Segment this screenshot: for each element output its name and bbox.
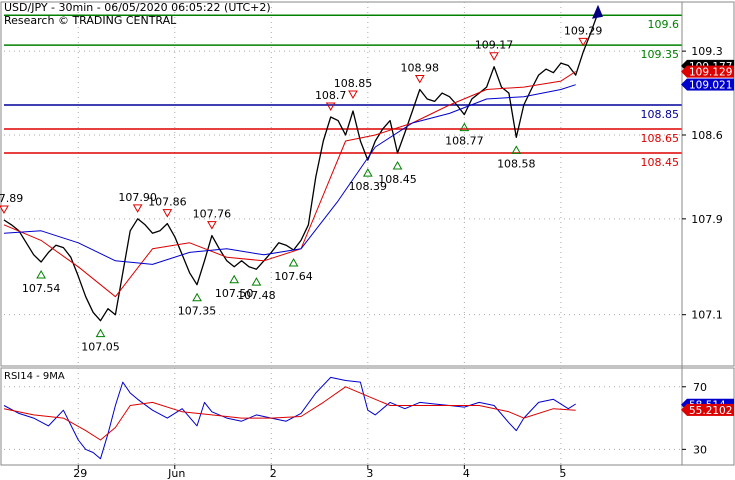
swing-high-label: 108.7 xyxy=(315,89,347,102)
swing-low-label: 108.39 xyxy=(349,180,388,193)
swing-high-marker xyxy=(207,221,217,230)
price-axis: 109.3108.6107.9107.1109.177109.129109.02… xyxy=(681,2,734,465)
rsi-badge-pointer xyxy=(681,403,687,416)
swing-high-marker xyxy=(325,102,336,112)
level-label: 108.45 xyxy=(641,156,680,169)
time-tick-label: Jun xyxy=(167,467,185,480)
time-tick-label: 5 xyxy=(559,467,566,480)
series-rsi_ma xyxy=(3,386,576,441)
rsi-series-group xyxy=(3,376,576,460)
swing-low-label: 107.54 xyxy=(22,282,61,295)
swing-low-label: 107.50 xyxy=(215,287,254,300)
swing-high-label: 107.86 xyxy=(148,196,187,209)
rsi-tick-label: 30 xyxy=(693,443,707,456)
series-ma_fast xyxy=(3,71,576,298)
swing-low-label: 108.58 xyxy=(497,157,536,170)
swing-high-label: 107.90 xyxy=(118,191,157,204)
rsi-badge-label: 55.2102 xyxy=(689,405,732,417)
price-badge-pointer xyxy=(681,78,687,91)
swing-low-marker xyxy=(95,328,106,338)
chart-title: USD/JPY - 30min - 06/05/2020 06:05:22 (U… xyxy=(4,1,271,14)
rsi-tick-label: 70 xyxy=(693,381,707,394)
series-price xyxy=(3,12,599,322)
time-tick-label: 2 xyxy=(270,467,277,480)
swing-high-label: 109.17 xyxy=(475,39,514,52)
time-tick-label: 4 xyxy=(463,467,470,480)
level-label: 109.35 xyxy=(641,48,680,61)
swing-low-marker xyxy=(392,160,403,170)
swing-low-marker xyxy=(362,168,373,177)
swing-high-label: 107.89 xyxy=(0,192,23,205)
level-label: 108.85 xyxy=(641,108,680,121)
swing-high-marker xyxy=(162,209,173,218)
price-badge-label: 109.021 xyxy=(689,80,732,92)
swing-low-marker xyxy=(229,274,240,284)
swing-high-marker xyxy=(578,37,589,47)
swing-high-marker xyxy=(348,90,358,100)
chart-subtitle: Research © TRADING CENTRAL xyxy=(4,14,177,27)
swing-low-label: 108.77 xyxy=(445,135,484,148)
swing-low-label: 107.48 xyxy=(237,289,276,302)
swing-high-label: 108.98 xyxy=(401,61,440,74)
swing-high-label: 109.29 xyxy=(564,24,603,37)
level-label: 109.6 xyxy=(648,18,680,31)
swing-low-label: 107.64 xyxy=(274,270,313,283)
rsi-title: RSI14 - 9MA xyxy=(4,371,65,382)
swing-low-marker xyxy=(288,257,299,267)
price-series-group xyxy=(3,4,603,322)
main-grid xyxy=(0,1,735,367)
forecast-arrow-head xyxy=(592,4,603,19)
swing-low-marker xyxy=(192,292,202,302)
level-label: 108.65 xyxy=(641,132,680,145)
swing-low-label: 107.05 xyxy=(81,341,120,354)
level-lines: 109.6 109.35 108.85 108.65 108.45 xyxy=(4,14,682,169)
swing-low-marker xyxy=(459,122,470,132)
price-badge xyxy=(687,65,734,78)
swing-high-marker xyxy=(0,205,9,215)
time-axis: 29 Jun 2 3 4 5 xyxy=(73,465,566,480)
swing-high-label: 107.76 xyxy=(193,208,232,221)
price-tick-label: 108.6 xyxy=(691,129,723,142)
swing-low-marker xyxy=(36,269,46,279)
price-tick-label: 107.9 xyxy=(691,213,723,226)
swing-high-marker xyxy=(489,52,499,61)
series-ma_slow xyxy=(3,84,576,265)
rsi-axis: 703058.51455.2102 xyxy=(681,381,734,456)
swing-high-label: 108.85 xyxy=(334,77,373,90)
price-tick-label: 109.3 xyxy=(691,45,723,58)
price-tick-label: 107.1 xyxy=(691,309,723,322)
rsi-badge xyxy=(687,403,734,416)
time-tick-label: 3 xyxy=(366,467,373,480)
swing-low-label: 108.45 xyxy=(378,173,417,186)
swing-low-marker xyxy=(251,277,262,286)
price-badge-label: 109.129 xyxy=(689,67,732,79)
swing-high-marker xyxy=(414,74,425,84)
time-tick-label: 29 xyxy=(73,467,87,480)
price-badge xyxy=(687,78,734,91)
price-badge-pointer xyxy=(681,65,687,78)
swing-low-label: 107.35 xyxy=(178,305,217,318)
swing-low-marker xyxy=(511,145,522,154)
swing-high-marker xyxy=(132,204,143,213)
